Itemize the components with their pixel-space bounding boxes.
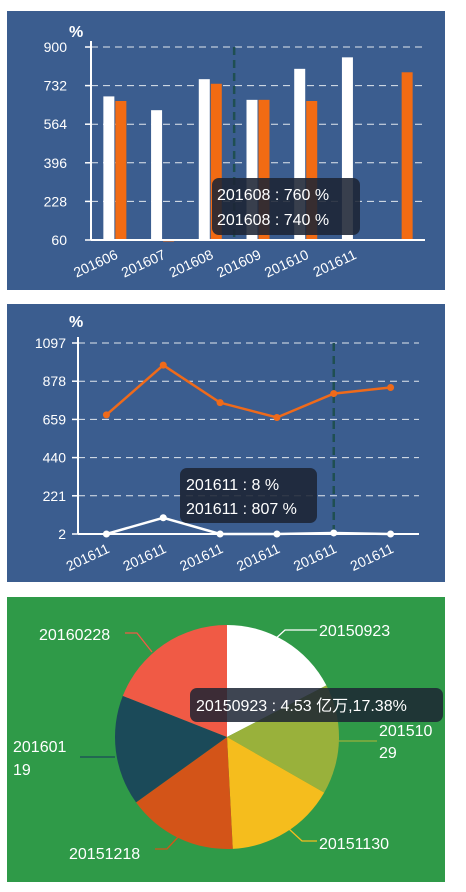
- pie-label-20151029-line-2: 29: [379, 745, 397, 762]
- line-series-white: [106, 516, 391, 536]
- bar-x-tick-label: 201610: [262, 246, 311, 280]
- line-tooltip: 201611 : 8 % 201611 : 807 %: [180, 468, 317, 523]
- bar-y-tick-label: 900: [44, 39, 68, 55]
- line-y-tick-label: 2: [58, 526, 66, 542]
- pie-tooltip-text: 20150923 : 4.53 亿万,17.38%: [196, 697, 407, 715]
- line-point-white-2[interactable]: [216, 530, 224, 538]
- bar-tooltip-line-1: 201608 : 760 %: [217, 187, 329, 204]
- bar-orange-3[interactable]: [258, 99, 270, 240]
- bar-tooltip: 201608 : 760 % 201608 : 740 %: [212, 178, 360, 235]
- line-y-tick-label: 221: [43, 488, 67, 504]
- bar-white-5[interactable]: [341, 57, 353, 240]
- pie-slice-20160119[interactable]: [114, 695, 227, 803]
- bar-x-tick-label: 201611: [311, 246, 359, 280]
- line-series-orange: [105, 363, 391, 419]
- line-x-tick-label: 201611: [120, 540, 168, 574]
- line-y-tick-label: 659: [43, 411, 67, 427]
- pie-label-20150923: 20150923: [319, 623, 390, 640]
- pie-slice-20151130[interactable]: [227, 737, 325, 849]
- line-tooltip-line-2: 201611 : 807 %: [186, 501, 297, 518]
- bar-white-0[interactable]: [103, 96, 115, 241]
- bar-x-tick-label: 201607: [119, 246, 168, 280]
- bar-x-tick-label: 201606: [71, 246, 120, 280]
- bar-orange-4[interactable]: [306, 100, 318, 240]
- line-point-orange-2[interactable]: [216, 399, 224, 407]
- bar-white-2[interactable]: [198, 79, 210, 241]
- bar-tooltip-line-2: 201608 : 740 %: [217, 212, 329, 229]
- bar-orange-2[interactable]: [210, 83, 222, 240]
- line-chart-panel: 1097 878 659 440 221 2 201611 201611 201611 2016…: [7, 304, 445, 582]
- line-x-tick-label: 201611: [348, 540, 396, 574]
- pie-label-20160119-line-1: 201601: [13, 739, 66, 756]
- pie-chart: 20150923 201510 29 20151130 20151218 201…: [13, 623, 443, 863]
- bar-x-tick-label: 201608: [166, 246, 215, 280]
- line-x-tick-label: 201611: [64, 540, 112, 574]
- bar-white-1[interactable]: [151, 110, 163, 240]
- pie-label-20160228: 20160228: [39, 627, 110, 644]
- bar-y-tick-label: 564: [44, 116, 68, 132]
- bar-y-tick-label: 228: [44, 193, 68, 209]
- pie-label-20151218: 20151218: [69, 846, 140, 863]
- line-x-tick-label: 201611: [177, 540, 225, 574]
- line-point-white-3[interactable]: [273, 530, 281, 538]
- line-point-orange-5[interactable]: [387, 383, 395, 391]
- pie-slice-20151218[interactable]: [136, 737, 233, 849]
- line-x-tick-label: 201611: [291, 540, 339, 574]
- bar-y-unit-label: %: [69, 24, 83, 41]
- line-tooltip-line-1: 201611 : 8 %: [186, 477, 279, 494]
- pie-label-20151029-line-1: 201510: [379, 723, 432, 740]
- line-y-tick-label: 440: [43, 450, 67, 466]
- line-point-orange-4[interactable]: [330, 390, 338, 398]
- line-y-unit-label: %: [69, 314, 83, 331]
- line-point-white-0[interactable]: [102, 530, 110, 538]
- bar-white-4[interactable]: [294, 68, 306, 240]
- bar-x-tick-label: 201609: [214, 246, 263, 280]
- line-x-tick-label: 201611: [234, 540, 282, 574]
- line-y-tick-label: 1097: [35, 335, 66, 351]
- pie-label-20160119-line-2: 19: [13, 762, 31, 779]
- line-point-white-1[interactable]: [159, 514, 167, 522]
- pie-label-20151130: 20151130: [319, 836, 389, 853]
- pie-chart-panel: 20150923 201510 29 20151130 20151218 201…: [7, 597, 445, 882]
- bar-chart-panel: 900 732 564 396 228 60 201606 201607 201608 2016…: [7, 11, 445, 290]
- line-point-orange-3[interactable]: [273, 413, 281, 421]
- line-y-tick-label: 878: [43, 373, 67, 389]
- line-point-white-4[interactable]: [330, 529, 338, 537]
- bar-orange-0[interactable]: [115, 100, 127, 240]
- pie-leader-lines: [80, 629, 377, 850]
- bar-y-tick-label: 396: [44, 155, 68, 171]
- bar-y-tick-label: 60: [51, 232, 67, 248]
- bar-orange-6[interactable]: [401, 72, 413, 241]
- pie-tooltip: 20150923 : 4.53 亿万,17.38%: [190, 688, 443, 722]
- bar-white-3[interactable]: [246, 99, 258, 240]
- bar-y-tick-label: 732: [44, 78, 68, 94]
- line-point-white-5[interactable]: [387, 530, 395, 538]
- line-point-orange-0[interactable]: [102, 411, 110, 419]
- line-point-orange-1[interactable]: [159, 361, 167, 369]
